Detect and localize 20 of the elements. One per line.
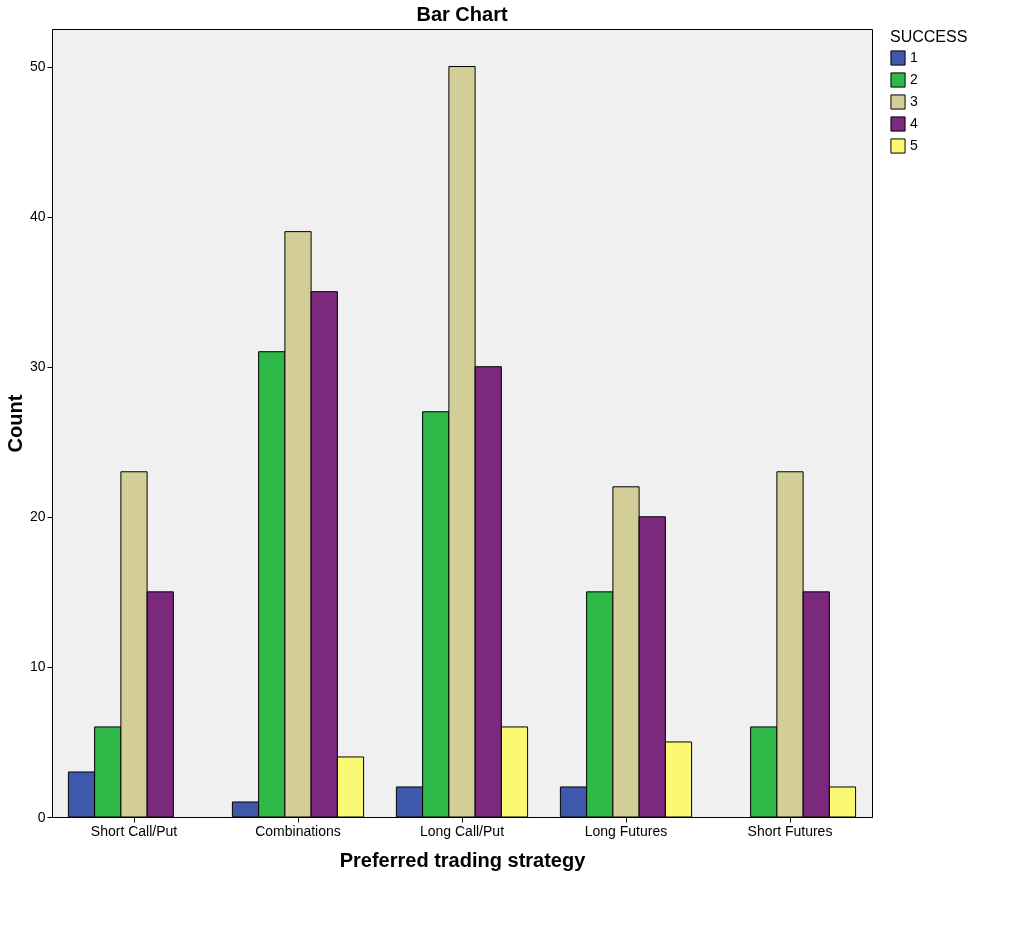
y-tick-label: 40 (29, 208, 46, 225)
y-tick-label: 10 (29, 658, 46, 675)
y-axis-title: Count (3, 394, 26, 453)
y-tick-label: 30 (29, 358, 46, 375)
chart-title: Bar Chart (416, 3, 508, 25)
legend-label: 2 (910, 71, 918, 87)
legend-label: 4 (910, 115, 918, 131)
legend-label: 3 (910, 93, 918, 109)
x-tick-label: Short Call/Put (90, 822, 178, 839)
y-tick-label: 20 (29, 508, 46, 525)
x-tick-label: Short Futures (747, 822, 833, 839)
legend-label: 5 (910, 137, 918, 153)
x-tick-label: Long Futures (584, 822, 668, 839)
y-tick-label: 0 (37, 808, 46, 825)
x-tick-label: Combinations (255, 822, 341, 839)
x-axis-title: Preferred trading strategy (339, 848, 587, 871)
y-tick-label: 50 (29, 58, 46, 75)
x-tick-label: Long Call/Put (419, 822, 505, 839)
legend-label: 1 (910, 49, 918, 65)
legend-title: SUCCESS (890, 28, 968, 45)
